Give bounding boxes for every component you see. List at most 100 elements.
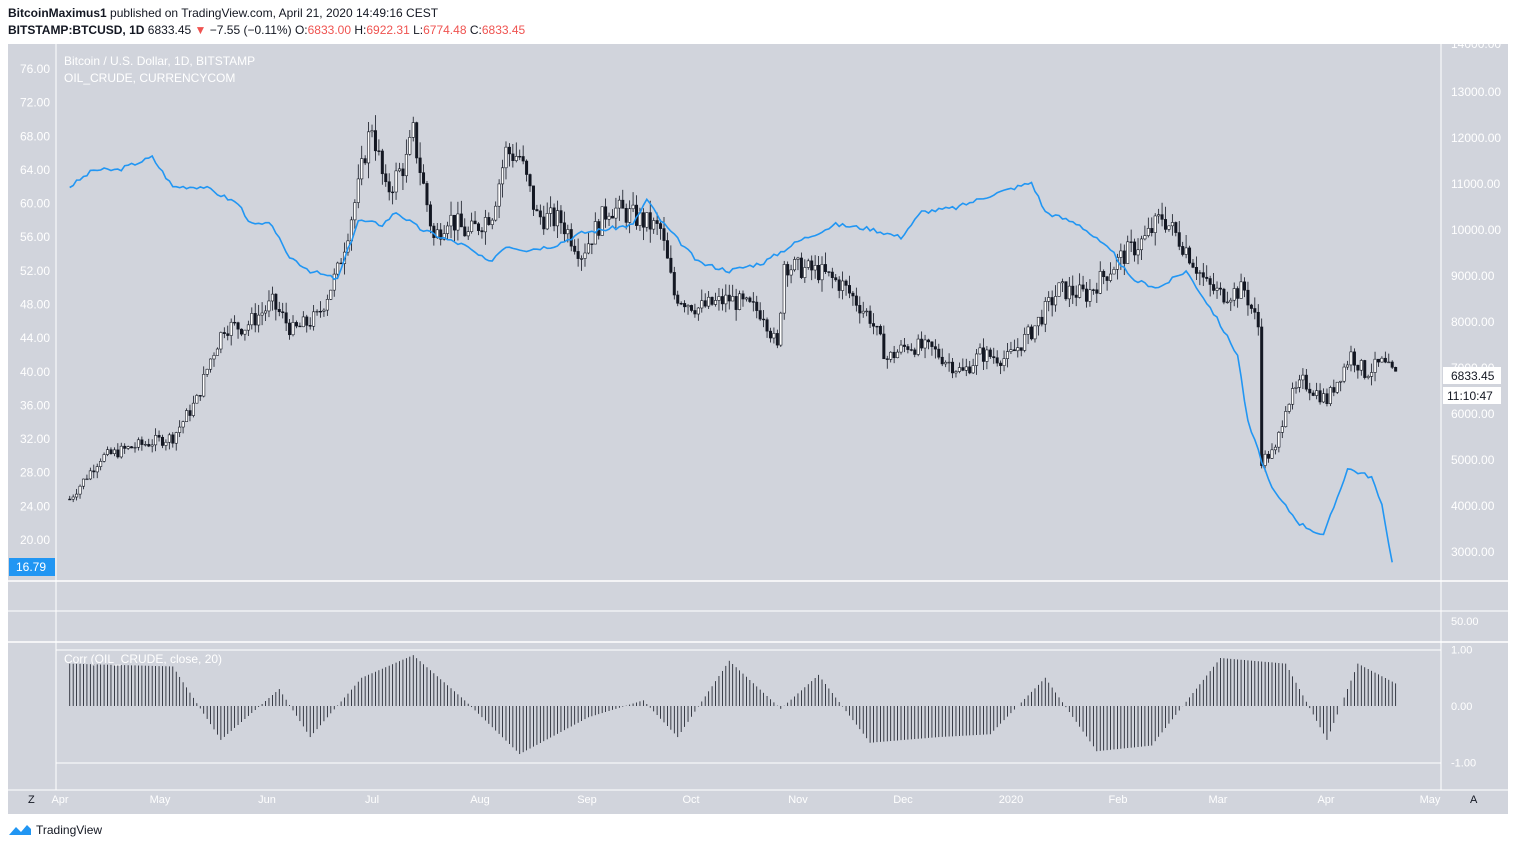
candle-body bbox=[253, 313, 257, 326]
timezone-button[interactable]: Z bbox=[28, 794, 35, 806]
candle-body bbox=[999, 362, 1003, 366]
candle-body bbox=[277, 309, 281, 313]
candle-body bbox=[604, 206, 608, 220]
candle-body bbox=[1270, 449, 1274, 459]
candle-body bbox=[624, 207, 628, 223]
candle-body bbox=[896, 351, 900, 359]
candle-body bbox=[535, 209, 539, 212]
candle-body bbox=[401, 168, 405, 177]
candle-body bbox=[607, 215, 611, 220]
legend-btc[interactable]: Bitcoin / U.S. Dollar, 1D, BITSTAMP bbox=[64, 54, 255, 68]
candle-body bbox=[951, 361, 955, 374]
candle-body bbox=[1064, 281, 1068, 300]
candle-body bbox=[198, 395, 202, 397]
candle-body bbox=[1249, 304, 1253, 309]
candle-body bbox=[944, 361, 948, 365]
candle-body bbox=[1150, 228, 1154, 233]
time-axis[interactable]: Apr May Jun Jul Aug Sep Oct Nov Dec 2020 Feb Mar Apr… bbox=[51, 794, 1440, 806]
candle-body bbox=[679, 302, 683, 305]
candle-body bbox=[892, 351, 896, 359]
ohlc-bar: BITSTAMP:BTCUSD, 1D 6833.45 ▼ −7.55 (−0.… bbox=[8, 23, 525, 37]
price-change: −7.55 (−0.11%) bbox=[209, 23, 292, 37]
candle-body bbox=[1078, 284, 1082, 298]
candle-body bbox=[1188, 247, 1192, 264]
candle-body bbox=[710, 296, 714, 305]
candle-body bbox=[1387, 361, 1391, 364]
legend-oil[interactable]: OIL_CRUDE, CURRENCYCOM bbox=[64, 71, 235, 85]
candle-body bbox=[1325, 393, 1329, 404]
candle-body bbox=[968, 366, 972, 374]
btc-candles bbox=[68, 115, 1398, 503]
candle-body bbox=[260, 312, 264, 316]
candle-body bbox=[1376, 358, 1380, 363]
time-tick-label: Aug bbox=[470, 794, 490, 806]
candle-body bbox=[477, 223, 481, 231]
autoscale-button[interactable]: A bbox=[1470, 794, 1478, 806]
left-tick-label: 64.00 bbox=[20, 163, 50, 177]
brand-name[interactable]: TradingView bbox=[36, 823, 103, 837]
candle-body bbox=[693, 310, 697, 315]
candle-body bbox=[215, 348, 219, 356]
candle-body bbox=[978, 347, 982, 355]
candle-body bbox=[1308, 388, 1312, 394]
candle-body bbox=[1328, 387, 1332, 404]
oil-tag-bg bbox=[9, 558, 55, 576]
candle-body bbox=[1109, 273, 1113, 281]
candle-body bbox=[610, 215, 614, 219]
candle-body bbox=[514, 156, 518, 161]
footer[interactable]: TradingView bbox=[8, 823, 102, 837]
close-value: 6833.45 bbox=[481, 23, 526, 37]
candle-body bbox=[858, 305, 862, 314]
candle-body bbox=[1184, 247, 1188, 255]
candle-body bbox=[356, 178, 360, 203]
candle-body bbox=[1139, 238, 1143, 251]
candle-body bbox=[85, 478, 89, 481]
price-tag: 6833.45 bbox=[1451, 369, 1495, 383]
candle-body bbox=[686, 305, 690, 308]
right-tick-label: 4000.00 bbox=[1451, 499, 1495, 513]
candle-body bbox=[559, 210, 563, 224]
candle-body bbox=[1067, 285, 1071, 300]
candle-body bbox=[1002, 358, 1006, 366]
left-tick-label: 52.00 bbox=[20, 264, 50, 278]
candle-body bbox=[1146, 228, 1150, 236]
left-tick-label: 72.00 bbox=[20, 96, 50, 110]
candle-body bbox=[257, 314, 261, 326]
candle-body bbox=[1352, 351, 1356, 366]
candle-body bbox=[937, 348, 941, 358]
candle-body bbox=[988, 349, 992, 357]
candle-body bbox=[360, 158, 364, 180]
candle-body bbox=[136, 439, 140, 448]
candle-body bbox=[185, 410, 189, 422]
author-name[interactable]: BitcoinMaximus1 bbox=[8, 6, 107, 20]
candle-body bbox=[1246, 289, 1250, 306]
candle-body bbox=[1095, 289, 1099, 294]
candle-body bbox=[669, 257, 673, 273]
candle-body bbox=[473, 220, 477, 225]
candle-body bbox=[1349, 351, 1353, 366]
left-tick-label: 32.00 bbox=[20, 432, 50, 446]
candle-body bbox=[92, 470, 96, 473]
candle-body bbox=[872, 323, 876, 327]
candle-body bbox=[109, 449, 113, 454]
candle-body bbox=[714, 300, 718, 305]
candle-body bbox=[981, 347, 985, 362]
close-label: C: bbox=[469, 23, 482, 37]
time-tick-label: Feb bbox=[1109, 794, 1128, 806]
candle-body bbox=[655, 220, 659, 224]
candle-body bbox=[762, 318, 766, 321]
candle-body bbox=[1201, 272, 1205, 278]
candle-body bbox=[315, 310, 319, 313]
candle-body bbox=[318, 310, 322, 313]
candle-body bbox=[1359, 360, 1363, 371]
candle-body bbox=[813, 265, 817, 271]
candle-body bbox=[312, 311, 316, 327]
low-label: L: bbox=[413, 23, 424, 37]
candle-body bbox=[487, 217, 491, 225]
candle-body bbox=[665, 240, 669, 259]
candle-body bbox=[930, 341, 934, 347]
candle-body bbox=[1239, 281, 1243, 299]
indicator-label[interactable]: Corr (OIL_CRUDE, close, 20) bbox=[64, 652, 222, 666]
candle-body bbox=[703, 300, 707, 307]
